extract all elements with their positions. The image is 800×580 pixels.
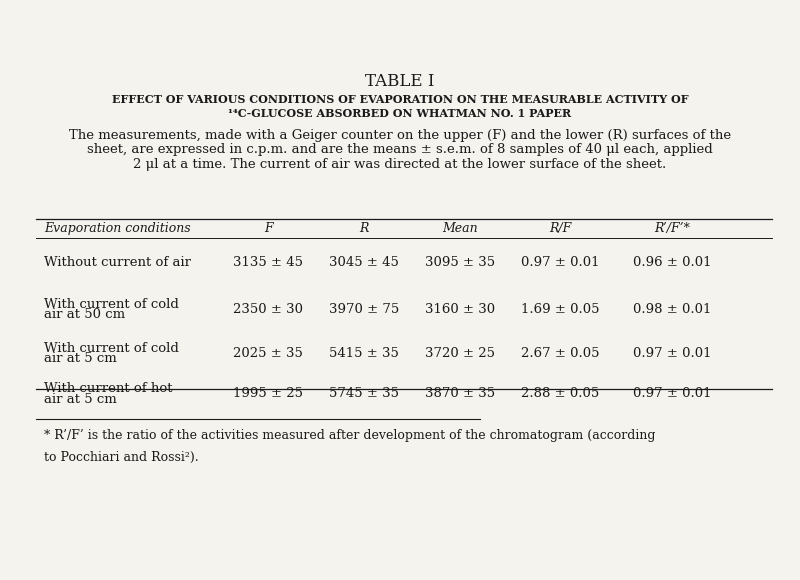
- Text: 5745 ± 35: 5745 ± 35: [329, 387, 399, 400]
- Text: 2025 ± 35: 2025 ± 35: [233, 347, 303, 360]
- Text: 3095 ± 35: 3095 ± 35: [425, 256, 495, 269]
- Text: R’/F’*: R’/F’*: [654, 222, 690, 235]
- Text: 5415 ± 35: 5415 ± 35: [329, 347, 399, 360]
- Text: air at 50 cm: air at 50 cm: [44, 309, 125, 321]
- Text: * R’/F’ is the ratio of the activities measured after development of the chromat: * R’/F’ is the ratio of the activities m…: [44, 429, 655, 442]
- Text: 2.67 ± 0.05: 2.67 ± 0.05: [521, 347, 599, 360]
- Text: 3135 ± 45: 3135 ± 45: [233, 256, 303, 269]
- Text: With current of hot: With current of hot: [44, 382, 173, 395]
- Text: air at 5 cm: air at 5 cm: [44, 393, 117, 405]
- Text: R/F: R/F: [549, 222, 571, 235]
- Text: F: F: [264, 222, 272, 235]
- Text: 1995 ± 25: 1995 ± 25: [233, 387, 303, 400]
- Text: 3870 ± 35: 3870 ± 35: [425, 387, 495, 400]
- Text: TABLE I: TABLE I: [366, 72, 434, 89]
- Text: 0.98 ± 0.01: 0.98 ± 0.01: [633, 303, 711, 316]
- Text: 3160 ± 30: 3160 ± 30: [425, 303, 495, 316]
- Text: sheet, are expressed in c.p.m. and are the means ± s.e.m. of 8 samples of 40 μl : sheet, are expressed in c.p.m. and are t…: [87, 143, 713, 156]
- Text: 1.69 ± 0.05: 1.69 ± 0.05: [521, 303, 599, 316]
- Text: ¹⁴C-GLUCOSE ABSORBED ON WHATMAN NO. 1 PAPER: ¹⁴C-GLUCOSE ABSORBED ON WHATMAN NO. 1 PA…: [229, 108, 571, 119]
- Text: 3720 ± 25: 3720 ± 25: [425, 347, 495, 360]
- Text: With current of cold: With current of cold: [44, 342, 179, 354]
- Text: 0.97 ± 0.01: 0.97 ± 0.01: [633, 347, 711, 360]
- Text: 0.97 ± 0.01: 0.97 ± 0.01: [521, 256, 599, 269]
- Text: 0.97 ± 0.01: 0.97 ± 0.01: [633, 387, 711, 400]
- Text: The measurements, made with a Geiger counter on the upper (F) and the lower (R) : The measurements, made with a Geiger cou…: [69, 129, 731, 142]
- Text: 0.96 ± 0.01: 0.96 ± 0.01: [633, 256, 711, 269]
- Text: EFFECT OF VARIOUS CONDITIONS OF EVAPORATION ON THE MEASURABLE ACTIVITY OF: EFFECT OF VARIOUS CONDITIONS OF EVAPORAT…: [112, 94, 688, 105]
- Text: air at 5 cm: air at 5 cm: [44, 352, 117, 365]
- Text: to Pocchiari and Rossi²).: to Pocchiari and Rossi²).: [44, 451, 198, 464]
- Text: 2.88 ± 0.05: 2.88 ± 0.05: [521, 387, 599, 400]
- Text: R: R: [359, 222, 369, 235]
- Text: 3970 ± 75: 3970 ± 75: [329, 303, 399, 316]
- Text: 2350 ± 30: 2350 ± 30: [233, 303, 303, 316]
- Text: With current of cold: With current of cold: [44, 298, 179, 311]
- Text: Mean: Mean: [442, 222, 478, 235]
- Text: 3045 ± 45: 3045 ± 45: [329, 256, 399, 269]
- Text: Without current of air: Without current of air: [44, 256, 191, 269]
- Text: 2 μl at a time. The current of air was directed at the lower surface of the shee: 2 μl at a time. The current of air was d…: [134, 158, 666, 171]
- Text: Evaporation conditions: Evaporation conditions: [44, 222, 190, 235]
